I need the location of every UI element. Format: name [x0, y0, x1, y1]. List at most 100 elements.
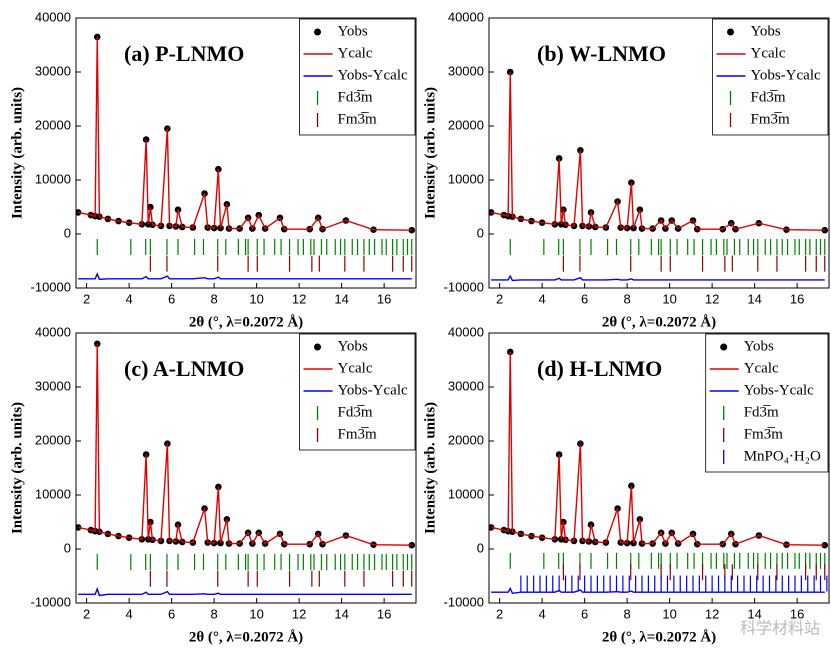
x-tick-label: 16 [377, 606, 391, 621]
x-tick-label: 8 [211, 606, 218, 621]
x-tick-label: 4 [126, 291, 133, 306]
x-axis-label: 2θ (°, λ=0.2072 Å) [189, 629, 303, 645]
legend-marker [720, 343, 728, 351]
legend-box [299, 333, 416, 451]
x-tick-label: 4 [539, 606, 546, 621]
x-tick-label: 14 [747, 606, 761, 621]
y-tick-label: 0 [64, 225, 71, 240]
x-tick-label: 6 [168, 606, 175, 621]
legend-label: Fd3̅m [744, 404, 779, 420]
plot-frame [75, 17, 417, 289]
x-tick-label: 12 [705, 291, 719, 306]
y-tick-label: 30000 [448, 63, 484, 78]
y-axis-label: Intensity (arb. units) [422, 87, 438, 219]
x-tick-label: 14 [334, 606, 348, 621]
panel: -10000 0 10000 20000 30000 40000 2 4 6 8 10 12 14 16 2… [422, 9, 830, 330]
legend-label: Fd3̅m [338, 89, 373, 105]
panel-title: (b) W-LNMO [537, 41, 666, 66]
watermark: 科学材料站 [740, 620, 820, 638]
x-tick-label: 2 [83, 606, 90, 621]
legend-label: Yobs-Ycalc [751, 67, 821, 83]
x-axis-label: 2θ (°, λ=0.2072 Å) [189, 314, 303, 330]
y-tick-label: 30000 [35, 63, 71, 78]
x-tick-label: 12 [705, 606, 719, 621]
plot-frame [75, 332, 417, 604]
x-tick-label: 12 [292, 291, 306, 306]
panel: -10000 0 10000 20000 30000 40000 2 4 6 8 10 12 14 16 2… [422, 324, 830, 645]
x-tick-label: 8 [624, 291, 631, 306]
legend: Yobs Ycalc Yobs-Ycalc Fd3̅m Fm3̅m [299, 18, 416, 136]
legend-label: Fm3̅m [338, 426, 378, 442]
y-axis-label: Intensity (arb. units) [9, 402, 25, 534]
x-tick-label: 16 [790, 606, 804, 621]
x-axis-label: 2θ (°, λ=0.2072 Å) [602, 314, 716, 330]
y-tick-label: -10000 [444, 279, 484, 294]
x-tick-label: 10 [249, 291, 263, 306]
series-line [491, 274, 825, 282]
y-tick-label: 20000 [35, 432, 71, 447]
legend-label: Ycalc [338, 45, 373, 61]
legend-marker [314, 28, 322, 36]
y-tick-label: -10000 [444, 594, 484, 609]
panel-title: (a) P-LNMO [124, 41, 244, 66]
legend: Yobs Ycalc Yobs-Ycalc Fd3̅m Fm3̅m [712, 18, 829, 136]
plot-frame [488, 17, 830, 289]
x-tick-label: 8 [624, 606, 631, 621]
y-tick-label: -10000 [31, 279, 71, 294]
y-axis-label: Intensity (arb. units) [422, 402, 438, 534]
y-tick-label: 0 [477, 540, 484, 555]
plot-area [76, 33, 416, 281]
series-line [77, 36, 412, 231]
y-tick-label: 20000 [35, 117, 71, 132]
series-line [490, 351, 825, 546]
series-line [77, 343, 412, 546]
x-tick-label: 2 [496, 291, 503, 306]
y-tick-label: 40000 [35, 324, 71, 339]
x-tick-label: 10 [249, 606, 263, 621]
series-line [490, 71, 825, 231]
legend-label: Yobs-Ycalc [744, 382, 814, 398]
legend-label: Yobs [338, 23, 368, 39]
legend-label: Fm3̅m [744, 426, 784, 442]
legend-label: Fm3̅m [751, 111, 791, 127]
y-tick-label: 40000 [35, 9, 71, 24]
legend-box [705, 333, 829, 473]
y-tick-label: 10000 [448, 171, 484, 186]
legend-marker [727, 28, 735, 36]
plot-frame [488, 332, 830, 604]
x-tick-label: 2 [83, 291, 90, 306]
legend-label: Yobs-Ycalc [338, 382, 408, 398]
x-tick-label: 14 [747, 291, 761, 306]
panel-title: (d) H-LNMO [537, 356, 662, 381]
series-line [78, 272, 412, 281]
x-tick-label: 14 [334, 291, 348, 306]
panel: -10000 0 10000 20000 30000 40000 2 4 6 8 10 12 14 16 2… [9, 324, 417, 645]
y-axis-label: Intensity (arb. units) [9, 87, 25, 219]
y-tick-label: -10000 [31, 594, 71, 609]
y-tick-label: 30000 [35, 378, 71, 393]
x-tick-label: 8 [211, 291, 218, 306]
legend-label: Ycalc [338, 360, 373, 376]
legend-label: Ycalc [744, 360, 779, 376]
legend-label: Yobs [338, 338, 368, 354]
x-tick-label: 6 [168, 291, 175, 306]
legend-label: Fm3̅m [338, 111, 378, 127]
y-tick-label: 30000 [448, 378, 484, 393]
legend-label: Yobs [744, 338, 774, 354]
y-tick-label: 20000 [448, 117, 484, 132]
legend-label: Yobs [751, 23, 781, 39]
legend-label: Fd3̅m [751, 89, 786, 105]
y-tick-label: 10000 [35, 486, 71, 501]
x-tick-label: 10 [662, 606, 676, 621]
x-axis-label: 2θ (°, λ=0.2072 Å) [602, 629, 716, 645]
x-tick-label: 10 [662, 291, 676, 306]
x-tick-label: 16 [790, 291, 804, 306]
series-line [491, 586, 825, 595]
y-tick-label: 40000 [448, 324, 484, 339]
series-line [78, 586, 412, 597]
y-tick-label: 10000 [35, 171, 71, 186]
y-tick-label: 0 [64, 540, 71, 555]
x-tick-label: 4 [126, 606, 133, 621]
y-tick-label: 40000 [448, 9, 484, 24]
legend-label: Yobs-Ycalc [338, 67, 408, 83]
